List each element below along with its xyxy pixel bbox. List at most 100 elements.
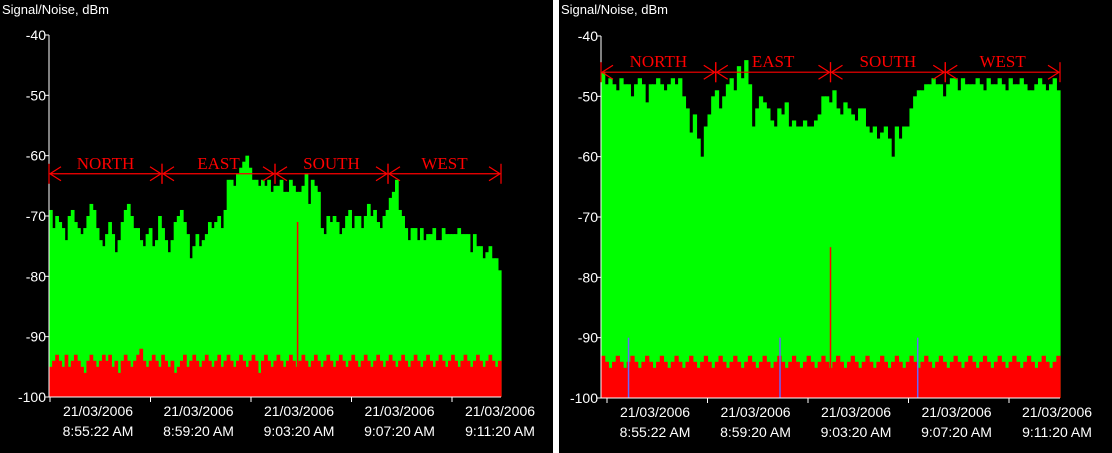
signal-bar — [810, 127, 814, 399]
noise-bar — [752, 362, 756, 398]
x-tick-time: 9:11:20 AM — [465, 423, 535, 439]
signal-bar — [998, 78, 1002, 398]
noise-bar — [1023, 362, 1027, 398]
signal-bar — [781, 114, 785, 398]
signal-bar — [902, 127, 906, 399]
noise-bar — [902, 368, 906, 398]
noise-bar — [1005, 368, 1009, 398]
signal-bar — [741, 78, 745, 398]
noise-bar — [785, 368, 789, 398]
noise-bar — [858, 368, 862, 398]
signal-bar — [858, 108, 862, 398]
noise-bar — [807, 356, 811, 398]
signal-bar — [685, 108, 689, 398]
noise-bar — [994, 362, 998, 398]
signal-bar — [630, 96, 634, 398]
direction-annotation: NORTH — [49, 154, 162, 184]
signal-bar — [619, 78, 623, 398]
noise-bar — [847, 362, 851, 398]
noise-bar — [913, 362, 917, 398]
annotation-label: WEST — [979, 52, 1026, 71]
noise-bar — [972, 362, 976, 398]
noise-bar — [983, 356, 987, 398]
signal-bar — [1053, 78, 1057, 398]
signal-bar — [605, 84, 609, 398]
x-tick-date: 21/03/2006 — [163, 403, 233, 419]
noise-bar — [605, 362, 609, 398]
annotation-label: EAST — [197, 154, 240, 173]
noise-bar — [814, 368, 818, 398]
noise-bar — [498, 361, 502, 397]
annotation-label: NORTH — [630, 52, 688, 71]
signal-bar — [983, 90, 987, 398]
signal-bar — [1045, 90, 1049, 398]
signal-bar — [722, 96, 726, 398]
noise-bar — [722, 362, 726, 398]
noise-bar — [799, 368, 803, 398]
noise-bar — [663, 362, 667, 398]
signal-bar — [715, 90, 719, 398]
noise-bar — [906, 362, 910, 398]
signal-bar — [1034, 84, 1038, 398]
chart-right-svg: -40-50-60-70-80-90-10021/03/20068:55:22 … — [559, 0, 1112, 453]
y-tick-label: -70 — [578, 209, 598, 225]
noise-bar — [1053, 362, 1057, 398]
noise-bar — [704, 356, 708, 398]
noise-bar — [965, 362, 969, 398]
signal-bar — [799, 127, 803, 399]
x-tick-time: 9:03:20 AM — [264, 423, 335, 439]
noise-bar — [931, 368, 935, 398]
signal-bar — [726, 84, 730, 398]
signal-bar — [796, 127, 800, 399]
x-tick-time: 9:03:20 AM — [821, 424, 892, 440]
signal-bar — [906, 127, 910, 399]
noise-bar — [810, 362, 814, 398]
signal-bar — [913, 96, 917, 398]
noise-bar — [928, 362, 932, 398]
signal-bar — [987, 78, 991, 398]
signal-bar — [612, 84, 616, 398]
y-tick-label: -90 — [578, 330, 598, 346]
signal-bar — [616, 90, 620, 398]
noise-bar — [638, 368, 642, 398]
annotation-label: EAST — [752, 52, 795, 71]
signal-bar — [752, 127, 756, 399]
signal-bar — [887, 139, 891, 398]
noise-bar — [608, 368, 612, 398]
signal-bar — [957, 90, 961, 398]
signal-bar — [876, 139, 880, 398]
noise-bar — [821, 356, 825, 398]
signal-bar — [682, 96, 686, 398]
noise-bar — [946, 368, 950, 398]
noise-bar — [682, 368, 686, 398]
signal-bar — [990, 84, 994, 398]
noise-bar — [623, 368, 627, 398]
signal-bar — [674, 84, 678, 398]
signal-bar — [994, 84, 998, 398]
signal-bar — [649, 84, 653, 398]
noise-bar — [781, 362, 785, 398]
signal-bar — [1009, 78, 1013, 398]
signal-bar — [946, 84, 950, 398]
noise-bar — [832, 362, 836, 398]
noise-bar — [634, 362, 638, 398]
signal-bar — [979, 84, 983, 398]
noise-bar — [895, 356, 899, 398]
signal-bar — [825, 96, 829, 398]
noise-bar — [950, 362, 954, 398]
signal-bar — [821, 96, 825, 398]
x-tick-time: 8:55:22 AM — [620, 424, 691, 440]
y-tick-label: -40 — [578, 28, 598, 44]
signal-bar — [733, 90, 737, 398]
x-tick-date: 21/03/2006 — [620, 404, 690, 420]
noise-bar — [851, 356, 855, 398]
noise-bar — [961, 368, 965, 398]
signal-bar — [1038, 78, 1042, 398]
direction-annotation: WEST — [388, 154, 501, 184]
signal-bar — [1031, 90, 1035, 398]
noise-bar — [854, 362, 858, 398]
noise-bar — [671, 362, 675, 398]
signal-bar — [1049, 84, 1053, 398]
signal-bar — [843, 102, 847, 398]
noise-bar — [788, 362, 792, 398]
